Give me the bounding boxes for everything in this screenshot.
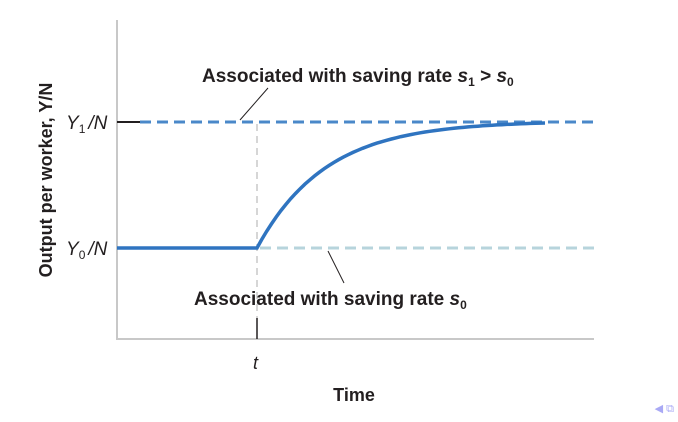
y1-tick-label: Y1/N xyxy=(66,113,108,136)
window-icon[interactable]: ⧉ xyxy=(666,403,674,415)
top-annotation: Associated with saving rate s1 > s0 xyxy=(202,66,514,89)
bottom-annotation: Associated with saving rate s0 xyxy=(194,289,467,312)
slide-nav: ◀ ⧉ xyxy=(655,402,674,416)
bottom-annotation-pointer xyxy=(327,250,345,284)
output-path xyxy=(117,121,546,250)
triangle-left-icon[interactable]: ◀ xyxy=(654,403,664,415)
top-annotation-pointer xyxy=(239,87,269,121)
y0-tick-label: Y0/N xyxy=(66,239,108,262)
y-axis-label: Output per worker, Y/N xyxy=(36,83,56,278)
x-tick-label-t: t xyxy=(253,353,259,373)
x-axis-label: Time xyxy=(333,385,375,405)
